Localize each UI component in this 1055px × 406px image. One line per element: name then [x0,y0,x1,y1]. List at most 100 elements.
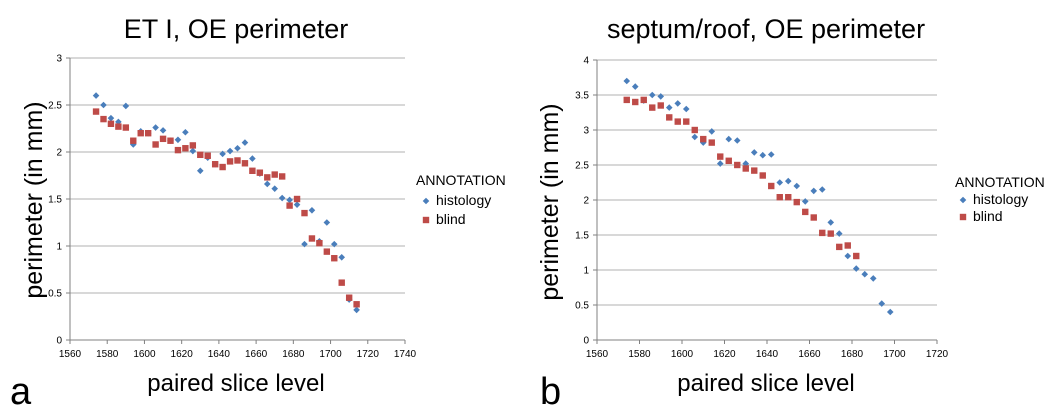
panel-b-point-histology [708,128,716,135]
panel-a-point-blind [293,195,301,203]
panel-b-xtick-label: 1680 [841,349,864,360]
panel-b-legend-title: ANNOTATION [955,174,1045,190]
panel-b-point-blind [785,194,792,201]
panel-a-point-histology [92,92,100,99]
panel-a-point-blind [345,294,353,301]
panel-b-point-blind [708,139,715,146]
panel-a-point-blind [219,163,226,171]
panel-a-point-blind [316,239,323,247]
panel-a-point-blind [226,158,234,165]
panel-a-legend: ANNOTATION histology blind [416,172,506,227]
panel-b-point-histology [810,187,818,195]
panel-a-xtick-label: 1740 [394,349,417,360]
panel-a-point-histology [263,180,271,188]
panel-a-point-blind [167,137,174,144]
panel-a-legend-blind-swatch [422,216,430,224]
panel-b-point-blind [683,118,690,125]
panel-b-ytick-label: 2.5 [575,161,589,172]
panel-b-point-histology [784,177,792,185]
panel-a-legend-title: ANNOTATION [416,172,506,188]
panel-b-xtick-label: 1700 [883,349,906,360]
panel-a-point-histology [234,144,241,152]
panel-b-point-histology [852,265,860,272]
panel-b-xtick-label: 1560 [586,349,609,360]
panel-a-point-histology [271,185,279,192]
panel-a-point-blind [137,130,144,137]
panel-a-point-blind [100,115,107,123]
panel-a-point-histology [278,194,286,202]
panel-b-xticks: 1560 1580 1600 1620 1640 1660 1680 1700 1720 [586,340,949,360]
panel-b-ylabel: perimeter (in mm) [536,103,564,300]
panel-b-xtick-label: 1580 [628,349,651,360]
panel-a-point-histology [129,141,137,148]
panel-a-point-histology [219,150,226,158]
panel-b-series-histology [623,77,894,316]
panel-a-ytick-label: 3 [56,54,62,65]
panel-a-point-blind [189,142,197,149]
panel-b-point-histology [827,219,835,226]
panel-a-xtick-label: 1720 [357,349,380,360]
panel-b-point-histology [759,151,767,159]
panel-a-point-histology [122,102,130,110]
panel-b-ytick-label: 3 [583,126,589,137]
panel-a-xtick-label: 1660 [245,349,268,360]
panel-a-point-blind [353,301,360,308]
panel-b-point-blind [853,252,860,260]
panel-a-point-blind [264,174,271,181]
panel-b-legend-blind-swatch [959,213,967,221]
panel-b-point-blind [742,165,749,172]
panel-b-point-histology [631,83,639,90]
panel-b-title: septum/roof, OE perimeter [607,14,925,44]
panel-a-chart: ET I, OE perimeter perimeter (in mm) pai… [10,14,506,406]
panel-a-point-blind [204,152,211,159]
panel-b-legend: ANNOTATION histology blind [955,174,1045,224]
panel-a-point-blind [182,145,189,152]
panel-b-legend-blind-marker [959,213,967,221]
panel-a-xtick-label: 1600 [133,349,156,360]
panel-a-legend-blind: blind [436,211,466,227]
panel-a-point-histology [241,139,249,146]
panel-a-xtick-label: 1580 [96,349,119,360]
panel-b-ytick-label: 3.5 [575,91,589,102]
panel-a-yticks: 0 0.5 1 1.5 2 2.5 3 [48,54,70,347]
panel-b-point-histology [818,186,826,193]
panel-a-ytick-label: 1.5 [48,195,62,206]
panel-a-ylabel: perimeter (in mm) [20,101,48,298]
panel-b-xtick-label: 1620 [713,349,736,360]
panel-a-point-blind [323,248,331,255]
panel-b-point-blind [623,96,630,104]
panel-b-point-blind [700,135,707,143]
panel-a-point-histology [182,128,189,136]
panel-b-point-histology [835,230,843,237]
panel-b-point-blind [725,157,732,164]
panel-a-point-blind [130,137,137,144]
panel-b-point-histology [767,151,775,158]
panel-b-point-blind [844,242,851,249]
panel-b-point-histology [682,105,690,113]
panel-b-point-blind [827,230,834,237]
panel-b-point-histology [623,77,631,85]
panel-b-point-histology [886,308,894,316]
panel-b-point-blind [717,153,724,160]
panel-a-point-blind [308,235,316,242]
panel-a-ytick-label: 2.5 [48,101,62,112]
panel-b-legend-histology: histology [973,191,1028,207]
panel-a-xtick-label: 1700 [319,349,342,360]
panel-b-point-histology [691,133,699,141]
panel-b-ytick-label: 1 [583,266,589,277]
panel-b-point-histology [665,104,673,111]
panel-a-legend-histology: histology [436,192,491,208]
panel-b-ytick-label: 2 [583,196,589,207]
panel-a-point-blind [144,130,152,137]
panel-b-point-blind [734,161,741,169]
panel-a-point-histology [189,147,197,155]
panel-a-ytick-label: 2 [56,148,62,159]
panel-a-point-blind [331,255,338,262]
panel-b-point-histology [776,179,784,186]
panel-a-point-blind [92,108,100,115]
panel-a-xtick-label: 1620 [171,349,194,360]
panel-b-xlabel: paired slice level [677,370,854,397]
panel-a-point-blind [256,169,264,176]
panel-a-point-histology [100,101,107,109]
